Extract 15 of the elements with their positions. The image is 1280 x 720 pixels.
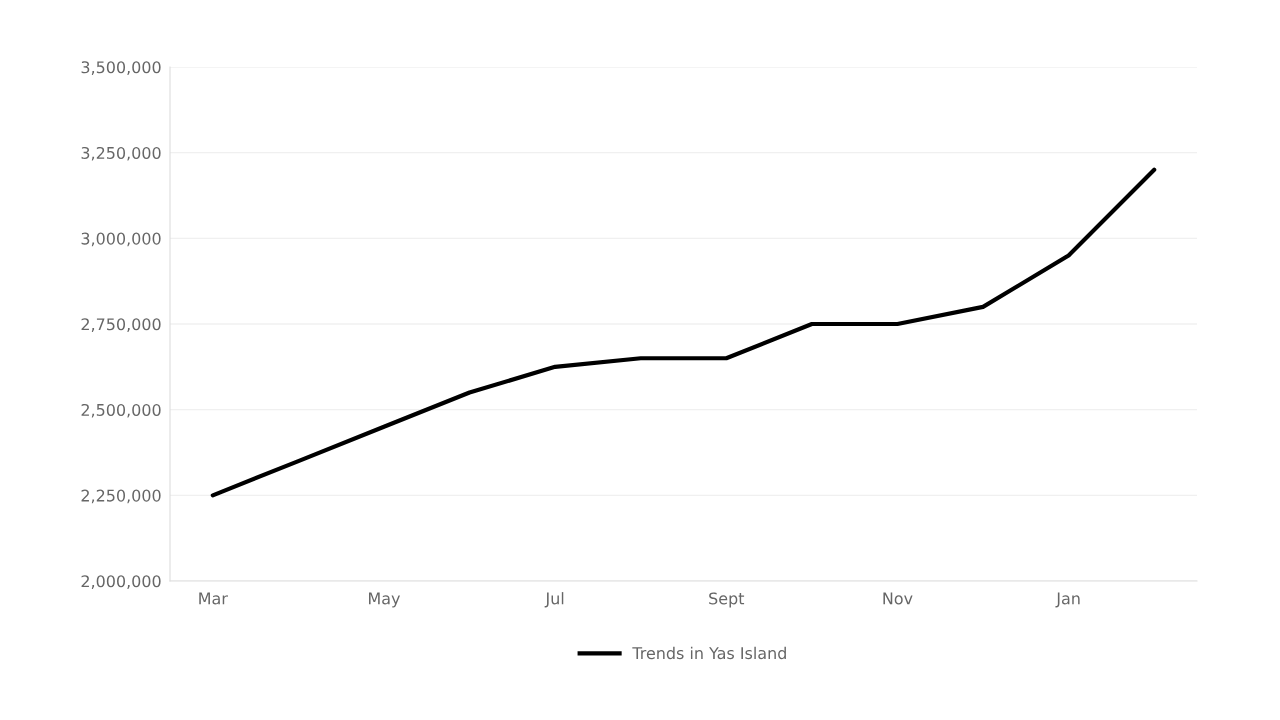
- line-series: [210, 167, 1157, 498]
- x-tick-label: Nov: [883, 592, 913, 605]
- x-tick-label: May: [369, 592, 400, 608]
- y-tick-label: 3,500,000: [81, 61, 161, 75]
- y-tick-label: 2,250,000: [81, 489, 161, 504]
- x-tick-label: Jan: [1055, 592, 1080, 608]
- x-tick-label: Mar: [199, 592, 228, 605]
- legend-label: Trends in Yas Island: [632, 646, 786, 660]
- y-tick-label: 2,500,000: [81, 403, 161, 418]
- y-tick-label: 3,250,000: [81, 146, 161, 161]
- x-tick-label: Sept: [709, 592, 745, 608]
- y-tick-label: 3,000,000: [81, 232, 161, 247]
- y-tick-label: 2,000,000: [81, 575, 161, 589]
- x-tick-label: Jul: [544, 592, 564, 608]
- y-tick-label: 2,750,000: [81, 318, 161, 332]
